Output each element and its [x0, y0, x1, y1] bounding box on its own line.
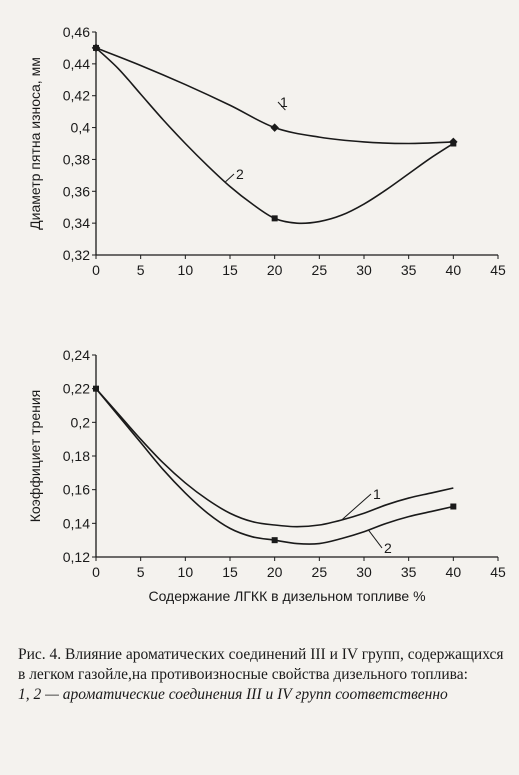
x-tick-label: 5: [137, 262, 145, 278]
y-tick-label: 0,36: [63, 183, 90, 199]
wear-scar-chart: 0,32 0,34 0,36 0,38 0,4 0,42 0,44 0,46 0 5 10 15 20 2…: [27, 24, 506, 278]
series-1-label: 1: [373, 486, 381, 502]
series-1-leader: [277, 101, 286, 111]
series-2-leader: [225, 173, 235, 183]
y-tick-label: 0,22: [63, 381, 90, 397]
caption-main: Рис. 4. Влияние ароматических соединений…: [18, 646, 504, 683]
series-2-marker: [450, 140, 457, 147]
y-tick-label: 0,16: [63, 482, 90, 498]
series-2-marker: [93, 44, 99, 51]
series-2-marker: [271, 215, 278, 222]
y-axis-label: Коэффициет трения: [27, 390, 43, 523]
series-2-leader: [368, 529, 383, 549]
y-tick-label: 0,46: [63, 24, 90, 40]
series-1-leader: [341, 493, 372, 521]
caption-legend-note: 1, 2 — ароматические соединения III и IV…: [18, 686, 448, 703]
series-2-marker: [271, 537, 278, 544]
y-tick-label: 0,12: [63, 549, 90, 565]
series-2-line: [95, 47, 454, 225]
x-tick-label: 25: [312, 262, 328, 278]
y-tick-label: 0,34: [63, 215, 90, 231]
x-axis-label: Содержание ЛГКК в дизельном топливе %: [148, 588, 425, 604]
figure-caption: Рис. 4. Влияние ароматических соединений…: [18, 645, 510, 705]
y-tick-label: 0,24: [63, 347, 90, 363]
x-tick-label: 0: [92, 564, 100, 580]
y-tick-label: 0,4: [71, 120, 91, 136]
x-tick-label: 45: [490, 262, 506, 278]
series-1-marker: [270, 123, 279, 132]
x-tick-label: 40: [446, 564, 462, 580]
x-tick-label: 35: [401, 262, 417, 278]
y-tick-label: 0,42: [63, 88, 90, 104]
series-2-line: [95, 388, 454, 545]
x-tick-label: 15: [222, 564, 238, 580]
y-tick-label: 0,44: [63, 56, 90, 72]
x-tick-label: 45: [490, 564, 506, 580]
series-1-label: 1: [280, 94, 288, 110]
series-2-label: 2: [384, 540, 392, 556]
x-tick-label: 40: [446, 262, 462, 278]
x-tick-label: 5: [137, 564, 145, 580]
x-tick-label: 15: [222, 262, 238, 278]
y-tick-label: 0,18: [63, 448, 90, 464]
x-tick-label: 25: [312, 564, 328, 580]
y-axis-label: Диаметр пятна износа, мм: [27, 57, 43, 230]
series-1-line: [95, 388, 454, 528]
y-tick-label: 0,38: [63, 151, 90, 167]
x-tick-label: 10: [178, 564, 194, 580]
x-tick-label: 20: [267, 262, 283, 278]
x-tick-label: 10: [178, 262, 194, 278]
x-tick-label: 30: [356, 564, 372, 580]
series-2-marker: [450, 503, 457, 510]
x-tick-label: 30: [356, 262, 372, 278]
y-tick-label: 0,14: [63, 515, 90, 531]
x-tick-label: 20: [267, 564, 283, 580]
y-tick-label: 0,32: [63, 247, 90, 263]
x-tick-label: 35: [401, 564, 417, 580]
friction-coefficient-chart: 0,12 0,14 0,16 0,18 0,2 0,22 0,24 0 5 10 15 20 25 30 3…: [27, 347, 506, 604]
series-2-marker: [93, 385, 99, 392]
x-tick-label: 0: [92, 262, 100, 278]
y-tick-label: 0,2: [71, 414, 91, 430]
series-2-label: 2: [236, 166, 244, 182]
